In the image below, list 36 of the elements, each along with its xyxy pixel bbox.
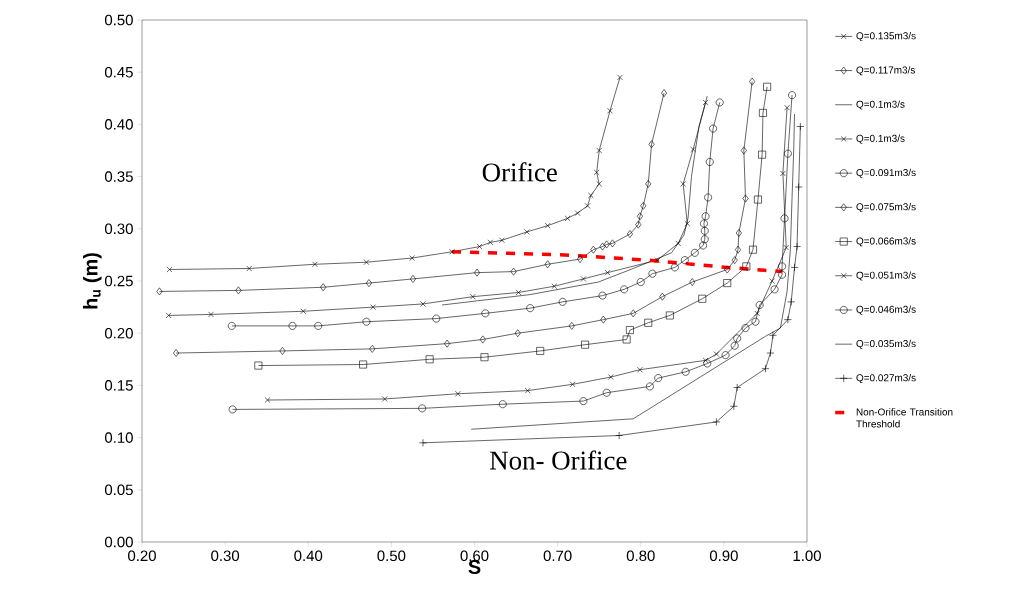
y-tick-label: 0.25 bbox=[104, 275, 133, 287]
x-axis-title: S bbox=[468, 559, 481, 575]
legend-label: Q=0.027m3/s bbox=[856, 374, 916, 384]
legend-label: Non-Orifice Transition Threshold bbox=[856, 408, 953, 428]
legend-label: Q=0.035m3/s bbox=[856, 339, 916, 349]
legend-label: Q=0.117m3/s bbox=[856, 66, 915, 76]
y-tick-label: 0.15 bbox=[104, 380, 133, 391]
x-tick-label: 0.50 bbox=[377, 550, 406, 562]
y-tick-label: 0.30 bbox=[104, 223, 133, 235]
y-tick-label: 0.40 bbox=[104, 119, 133, 130]
x-tick-label: 0.20 bbox=[128, 550, 156, 562]
x-tick-label: 0.80 bbox=[626, 550, 655, 562]
y-tick-label: 0.10 bbox=[104, 432, 133, 443]
legend-label: Q=0.066m3/s bbox=[856, 237, 916, 247]
y-tick-label: 0.35 bbox=[104, 171, 133, 182]
legend-label: Q=0.051m3/s bbox=[856, 271, 916, 281]
y-tick-label: 0.00 bbox=[104, 536, 133, 548]
annotation: Orifice bbox=[482, 162, 557, 182]
x-tick-label: 0.60 bbox=[460, 550, 489, 562]
legend-label: Q=0.046m3/s bbox=[856, 305, 916, 315]
y-tick-label: 0.05 bbox=[104, 484, 133, 496]
y-axis-title: h$_{u}$ (m) bbox=[82, 253, 102, 309]
legend-label: Q=0.1m3/s bbox=[856, 100, 905, 110]
annotation: Non- Orifice bbox=[489, 450, 627, 470]
legend-label: Q=0.135m3/s bbox=[856, 32, 916, 42]
legend-label: Q=0.091m3/s bbox=[856, 168, 916, 178]
legend-label: Q=0.1m3/s bbox=[856, 134, 905, 144]
x-tick-label: 0.40 bbox=[294, 550, 323, 562]
x-tick-label: 1.00 bbox=[793, 550, 821, 562]
legend-label: Q=0.075m3/s bbox=[856, 203, 916, 213]
x-tick-label: 0.70 bbox=[543, 550, 572, 562]
x-tick-label: 0.30 bbox=[211, 550, 240, 562]
x-tick-label: 0.90 bbox=[709, 550, 738, 562]
y-tick-label: 0.45 bbox=[104, 66, 133, 78]
y-tick-label: 0.50 bbox=[104, 14, 133, 26]
y-tick-label: 0.20 bbox=[104, 327, 133, 339]
